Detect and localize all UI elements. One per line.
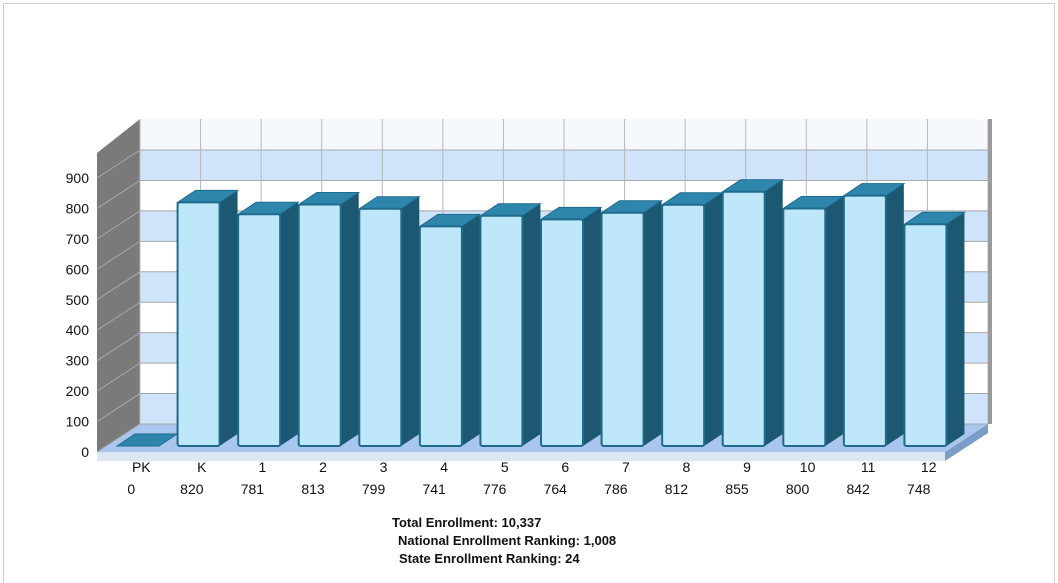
bar-side (583, 207, 601, 446)
bar-side (764, 179, 783, 446)
back-wall-edge (988, 119, 992, 424)
x-tick-label: 3 (380, 459, 388, 475)
bar-side (643, 200, 662, 446)
x-tick-label: 11 (861, 459, 876, 475)
state-ranking: State Enrollment Ranking: 24 (399, 551, 580, 566)
y-tick-label: 100 (66, 414, 90, 430)
bar-side (522, 203, 541, 446)
x-tick-label: 6 (561, 459, 569, 475)
floor-edge-side (945, 424, 988, 461)
bar-side (461, 214, 480, 446)
x-tick-label: 8 (683, 459, 691, 475)
enrollment-summary: Total Enrollment: 10,337 National Enroll… (392, 514, 616, 568)
data-label: 820 (180, 481, 204, 497)
bar (721, 190, 766, 447)
bar-side (340, 192, 359, 446)
chart-bars (115, 179, 967, 447)
data-label: 812 (665, 481, 689, 497)
data-label: 776 (483, 481, 507, 497)
y-tick-label: 800 (66, 200, 90, 216)
data-label: 764 (544, 481, 568, 497)
bar-side (825, 196, 844, 446)
bar (418, 225, 463, 447)
bar (782, 207, 827, 447)
y-tick-label: 400 (66, 322, 90, 338)
y-tick-label: 900 (66, 170, 90, 186)
y-tick-label: 0 (81, 444, 89, 460)
x-tick-label: K (197, 459, 207, 475)
bar (176, 201, 221, 447)
data-label: 799 (362, 481, 386, 497)
x-tick-label: 5 (501, 459, 509, 475)
data-label: 813 (301, 481, 325, 497)
data-label: 741 (422, 481, 446, 497)
x-tick-label: 2 (319, 459, 327, 475)
data-label: 786 (604, 481, 628, 497)
bar (600, 211, 645, 447)
data-label: 781 (241, 481, 265, 497)
x-tick-label: 12 (921, 459, 937, 475)
bar (237, 213, 282, 447)
bar (540, 218, 584, 447)
data-label: 0 (127, 481, 135, 497)
data-label: 855 (725, 481, 749, 497)
bar-side (280, 202, 299, 446)
x-tick-label: 7 (622, 459, 630, 475)
bar-side (219, 190, 238, 446)
data-label: 748 (907, 481, 931, 497)
x-tick-label: 4 (440, 459, 448, 475)
chart-labels: 0100200300400500600700800900PK0K82017812… (66, 170, 937, 497)
bar-side (946, 212, 965, 446)
bar-side (885, 183, 904, 446)
bar (358, 207, 403, 447)
y-tick-label: 500 (66, 292, 90, 308)
x-tick-label: 9 (743, 459, 751, 475)
floor-edge (97, 452, 945, 461)
bar (297, 203, 342, 447)
y-tick-label: 300 (66, 353, 90, 369)
bar-side (704, 192, 723, 446)
bar (842, 194, 887, 447)
bar (479, 214, 524, 447)
y-tick-label: 600 (66, 261, 90, 277)
bar (661, 203, 706, 447)
data-label: 800 (786, 481, 810, 497)
total-enrollment: Total Enrollment: 10,337 (392, 515, 542, 530)
y-tick-label: 200 (66, 383, 90, 399)
national-ranking: National Enrollment Ranking: 1,008 (398, 533, 617, 548)
data-label: 842 (846, 481, 870, 497)
bar-side (401, 196, 420, 446)
y-tick-label: 700 (66, 231, 90, 247)
x-tick-label: 1 (259, 459, 267, 475)
x-tick-label: PK (132, 459, 151, 475)
chart-frame (3, 3, 1055, 583)
x-tick-label: 10 (800, 459, 816, 475)
bar (903, 223, 948, 447)
